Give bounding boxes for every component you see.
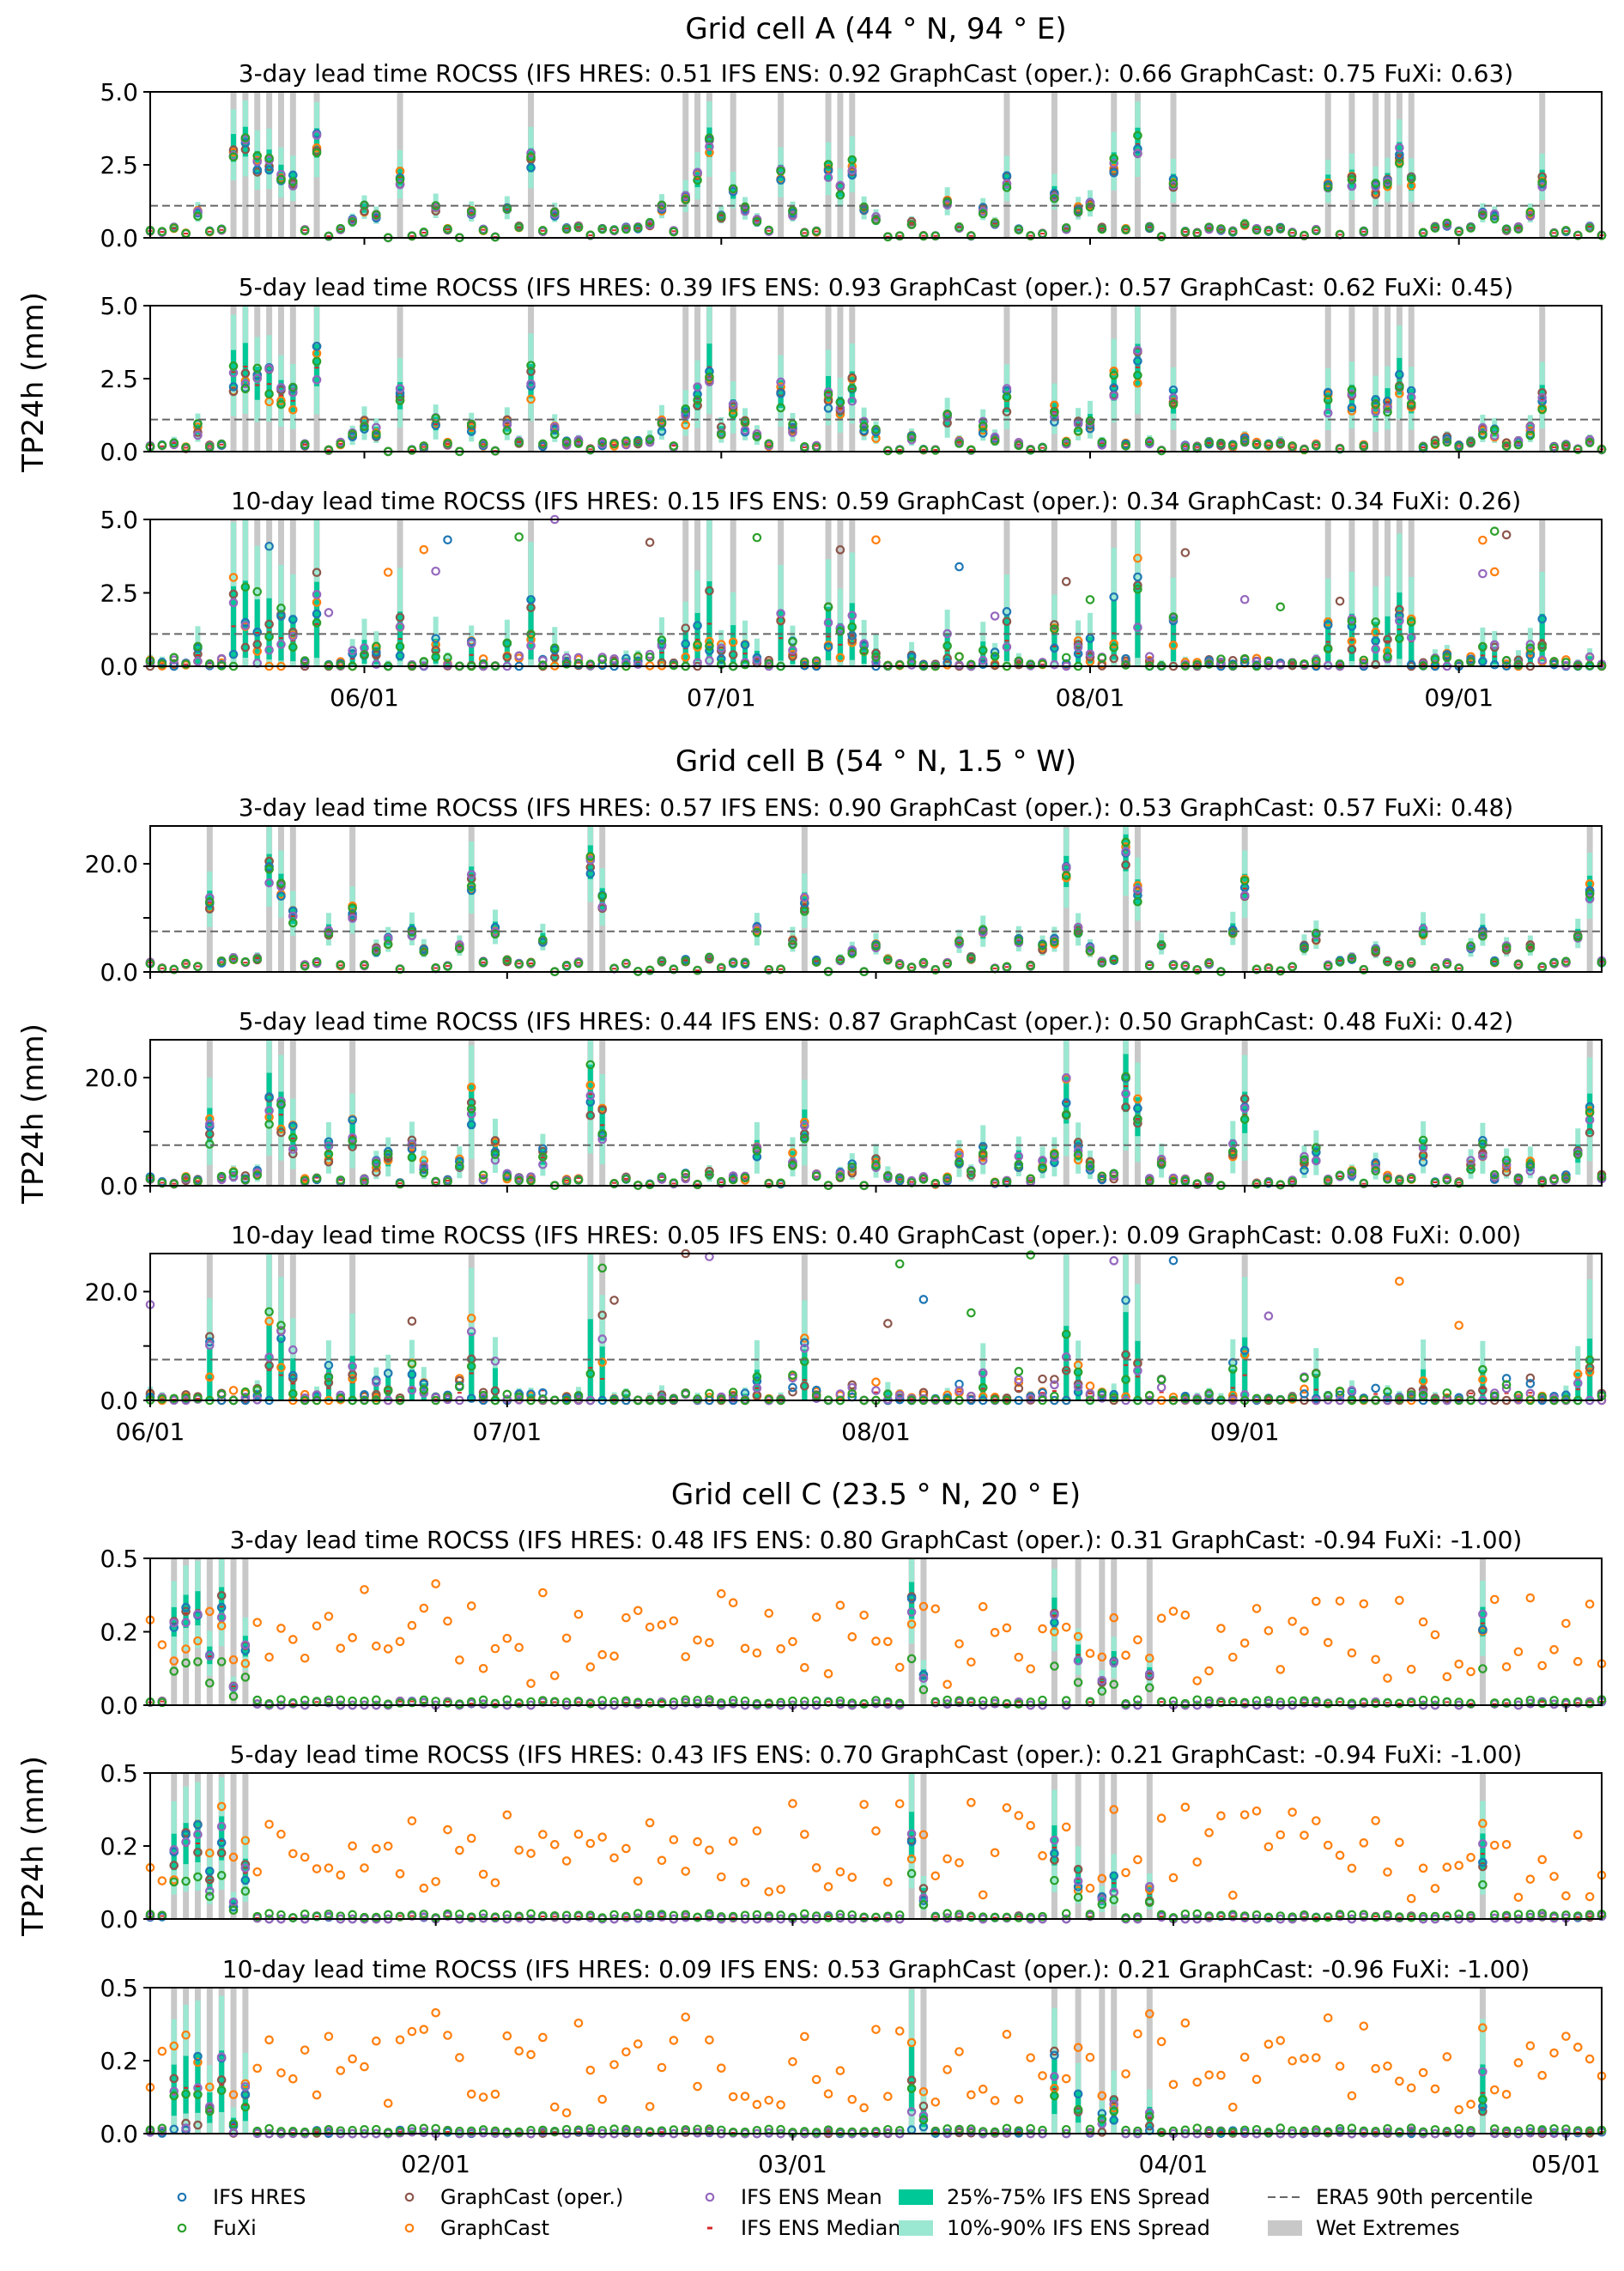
x-tick-label: 06/01 — [330, 683, 399, 712]
wet-extreme-bar — [682, 92, 688, 238]
ens-spread-25-75 — [493, 1368, 498, 1400]
y-axis-label: TP24h (mm) — [16, 1023, 51, 1205]
ens-spread-25-75 — [1540, 614, 1545, 661]
ens-spread-25-75 — [243, 343, 248, 386]
y-tick-label: 5.0 — [100, 78, 138, 106]
panel-10-day-lead: 10-day lead time ROCSS (IFS HRES: 0.05 I… — [85, 1221, 1606, 1446]
marker-ensmean — [325, 609, 332, 616]
ens-spread-25-75 — [195, 644, 200, 664]
panel-subtitle: 3-day lead time ROCSS (IFS HRES: 0.57 IF… — [239, 793, 1513, 822]
ens-spread-25-75 — [695, 613, 700, 661]
marker-gco — [1063, 578, 1070, 585]
wet-extreme-bar — [730, 92, 736, 238]
y-tick-label: 5.0 — [100, 292, 138, 320]
panel-subtitle: 10-day lead time ROCSS (IFS HRES: 0.15 I… — [231, 487, 1521, 515]
panel-5-day-lead: 5-day lead time ROCSS (IFS HRES: 0.39 IF… — [100, 273, 1605, 466]
panel-3-day-lead: 3-day lead time ROCSS (IFS HRES: 0.57 IF… — [85, 793, 1606, 987]
ens-spread-25-75 — [1480, 645, 1485, 665]
y-tick-label: 0.0 — [100, 224, 138, 252]
ens-spread-25-75 — [862, 641, 867, 664]
panel-subtitle: 3-day lead time ROCSS (IFS HRES: 0.51 IF… — [239, 59, 1513, 88]
ens-spread-25-75 — [1124, 1312, 1129, 1400]
wet-extreme-bar — [1051, 92, 1057, 238]
panel-10-day-lead: 10-day lead time ROCSS (IFS HRES: 0.15 I… — [100, 487, 1605, 712]
ens-spread-25-75 — [1004, 616, 1009, 661]
marker-gc — [230, 1387, 237, 1394]
marker-gco — [1336, 598, 1343, 604]
y-tick-label: 0.0 — [100, 438, 138, 466]
chart-title: Grid cell A (44 ° N, 94 ° E) — [685, 12, 1066, 46]
marker-hres — [955, 563, 962, 570]
panel-subtitle: 5-day lead time ROCSS (IFS HRES: 0.39 IF… — [239, 273, 1513, 301]
marker-gc — [385, 568, 391, 575]
x-tick-label: 09/01 — [1424, 683, 1494, 712]
marker-gc — [1491, 568, 1498, 575]
ens-spread-25-75 — [730, 625, 736, 662]
ens-spread-25-75 — [267, 598, 272, 659]
chart-group-b: Grid cell B (54 ° N, 1.5 ° W) TP24h (mm) 3… — [16, 744, 1605, 1446]
ens-spread-25-75 — [1135, 1341, 1140, 1400]
panel-subtitle: 5-day lead time ROCSS (IFS HRES: 0.44 IF… — [239, 1007, 1513, 1035]
marker-ensmean — [1479, 570, 1486, 577]
y-tick-label: 0.0 — [100, 653, 138, 681]
panel-5-day-lead: 5-day lead time ROCSS (IFS HRES: 0.44 IF… — [85, 1007, 1606, 1200]
x-tick-label: 07/01 — [687, 683, 756, 712]
panel-3-day-lead: 3-day lead time ROCSS (IFS HRES: 0.51 IF… — [100, 59, 1605, 252]
marker-gco — [1182, 549, 1189, 556]
marker-gc — [1479, 537, 1486, 543]
wet-extreme-bar — [1373, 92, 1379, 238]
marker-hres — [444, 537, 451, 543]
ens-spread-25-75 — [802, 1350, 807, 1400]
y-tick-label: 2.5 — [100, 365, 138, 393]
ens-spread-25-75 — [409, 1369, 415, 1400]
ens-spread-25-75 — [600, 1346, 605, 1400]
y-axis-label: TP24h (mm) — [16, 292, 51, 473]
panel-subtitle: 10-day lead time ROCSS (IFS HRES: 0.05 I… — [231, 1221, 1521, 1249]
y-tick-label: 0.0 — [100, 958, 138, 987]
ens-spread-25-75 — [278, 1338, 283, 1400]
y-tick-label: 20.0 — [85, 850, 138, 878]
ens-spread-25-75 — [1397, 592, 1402, 659]
y-tick-label: 0.0 — [100, 1172, 138, 1200]
marker-fuxi — [754, 534, 760, 541]
marker-fuxi — [1277, 604, 1284, 610]
marker-ensmean — [991, 612, 998, 619]
chart-group-a: Grid cell A (44 ° N, 94 ° E) TP24h (mm) 3-… — [16, 12, 1605, 712]
marker-fuxi — [1491, 527, 1498, 534]
marker-gco — [646, 538, 653, 545]
marker-fuxi — [1087, 596, 1094, 603]
y-tick-label: 2.5 — [100, 580, 138, 608]
marker-gco — [1503, 531, 1510, 538]
marker-fuxi — [515, 533, 522, 540]
chart-title: Grid cell B (54 ° N, 1.5 ° W) — [676, 744, 1076, 779]
x-tick-label: 08/01 — [1056, 683, 1125, 712]
marker-ensmean — [1241, 596, 1248, 603]
marker-gc — [421, 546, 427, 553]
marker-gc — [872, 537, 879, 543]
y-tick-label: 5.0 — [100, 506, 138, 534]
y-tick-label: 20.0 — [85, 1064, 138, 1092]
y-tick-label: 2.5 — [100, 151, 138, 179]
wet-extreme-bar — [837, 92, 843, 238]
marker-gco — [409, 1318, 415, 1325]
ens-spread-25-75 — [469, 1333, 474, 1400]
marker-ensmean — [432, 568, 439, 574]
